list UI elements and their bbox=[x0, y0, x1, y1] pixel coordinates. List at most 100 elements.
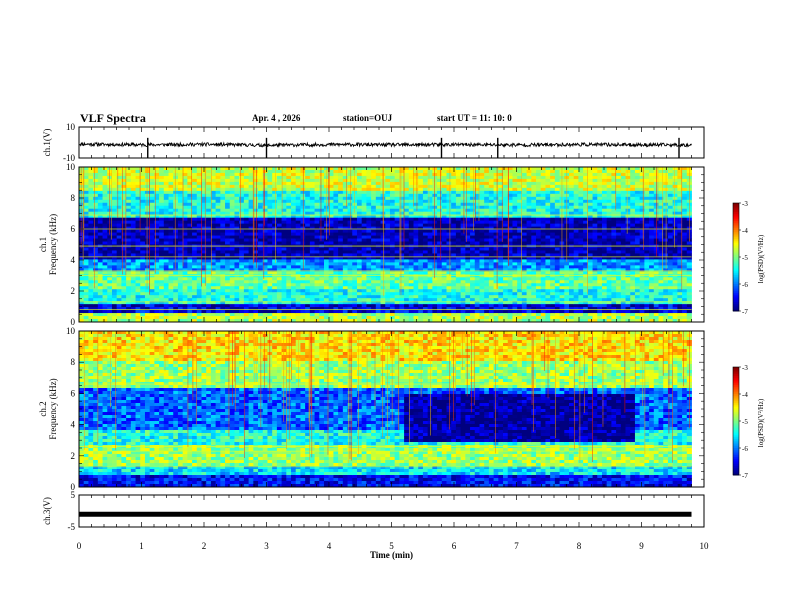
ch1-spec-cell bbox=[375, 253, 381, 257]
ch1-spec-cell bbox=[79, 283, 85, 287]
ch1-spec-cell bbox=[135, 187, 141, 192]
ch1-spec-cell bbox=[314, 250, 320, 254]
ch1-spec-cell bbox=[432, 229, 438, 233]
ch1-spec-cell bbox=[394, 274, 400, 278]
ch1-spec-cell bbox=[352, 241, 358, 245]
ch1-spec-cell bbox=[432, 292, 438, 296]
ch1-spec-cell bbox=[267, 253, 273, 257]
ch1-spec-cell bbox=[220, 223, 226, 228]
ch1-spec-cell bbox=[206, 262, 212, 266]
ch1-spec-cell bbox=[272, 214, 278, 219]
ch1-spec-cell bbox=[309, 187, 315, 192]
ch1-spec-cell bbox=[291, 268, 297, 272]
ch1-spec-cell bbox=[262, 184, 268, 189]
ch1-spec-cell bbox=[286, 253, 292, 257]
ch1-spec-cell bbox=[295, 232, 301, 236]
ch1-spec-cell bbox=[371, 250, 377, 254]
ch1-spec-cell bbox=[517, 199, 523, 204]
ch1-spec-cell bbox=[366, 304, 372, 308]
ch1-spec-cell bbox=[267, 262, 273, 266]
ch1-spec-cell bbox=[451, 301, 457, 305]
ch1-spec-cell bbox=[107, 265, 113, 269]
ch1-spec-cell bbox=[328, 283, 334, 287]
ch1-spec-cell bbox=[102, 313, 108, 317]
ch1-spec-cell bbox=[333, 167, 339, 171]
ch1-spec-cell bbox=[168, 196, 174, 201]
ch1-spec-cell bbox=[130, 268, 136, 272]
ch1-spec-cell bbox=[338, 217, 344, 222]
ch1-spec-cell bbox=[272, 298, 278, 302]
ch1-spec-cell bbox=[253, 307, 259, 311]
ch1-spec-cell bbox=[474, 181, 480, 186]
ch1-spec-cell bbox=[140, 295, 146, 299]
ch1-spec-cell bbox=[305, 223, 311, 228]
ch1-spec-cell bbox=[488, 280, 495, 284]
ch1-spec-cell bbox=[479, 286, 485, 290]
ch1-spec-cell bbox=[413, 211, 419, 216]
ch1-spec-cell bbox=[324, 310, 330, 314]
ch1-spec-cell bbox=[201, 268, 207, 272]
ch1-spec-cell bbox=[394, 169, 400, 174]
ch1-spec-cell bbox=[258, 238, 264, 242]
ch1-spec-cell bbox=[121, 313, 127, 317]
ch1-spec-cell bbox=[517, 241, 523, 245]
ch1-spec-cell bbox=[291, 316, 297, 320]
ch1-spec-cell bbox=[291, 169, 297, 174]
ch1-spec-cell bbox=[140, 265, 146, 269]
ch1-spec-cell bbox=[338, 247, 344, 251]
ch1-spec-cell bbox=[140, 238, 146, 242]
ch1-spec-cell bbox=[253, 241, 259, 245]
ch1-spec-cell bbox=[404, 226, 410, 230]
ch1-spec-cell bbox=[220, 262, 226, 266]
ch1-spec-cell bbox=[215, 190, 221, 195]
y-tick-label: 10 bbox=[66, 122, 76, 132]
ch1-spec-cell bbox=[234, 277, 240, 281]
ch1-spec-cell bbox=[144, 211, 151, 216]
ch1-spec-cell bbox=[394, 181, 400, 186]
ch1-spec-cell bbox=[389, 202, 396, 207]
ch1-spec-cell bbox=[206, 286, 212, 290]
ch1-spec-cell bbox=[253, 214, 259, 219]
ch1-spec-cell bbox=[291, 223, 297, 228]
ch1-spec-cell bbox=[93, 274, 99, 278]
ch1-spec-cell bbox=[309, 283, 315, 287]
ch1-spec-cell bbox=[234, 286, 240, 290]
ch1-spec-cell bbox=[102, 184, 108, 189]
ch1-spec-cell bbox=[192, 283, 198, 287]
ch1-spec-cell bbox=[182, 199, 188, 204]
ch1-spec-cell bbox=[309, 313, 315, 317]
ch1-spec-cell bbox=[83, 229, 89, 233]
ch1-spec-cell bbox=[144, 187, 151, 192]
ch1-spec-cell bbox=[338, 310, 344, 314]
ch1-spec-cell bbox=[451, 286, 457, 290]
ch1-spec-cell bbox=[234, 193, 240, 198]
ch1-spec-cell bbox=[258, 259, 264, 263]
ch1-spec-cell bbox=[163, 241, 169, 245]
ch1-spec-cell bbox=[413, 280, 419, 284]
ch1-spec-cell bbox=[432, 256, 438, 260]
ch1-spec-cell bbox=[149, 235, 155, 239]
ch1-spec-cell bbox=[488, 286, 495, 290]
ch1-spec-cell bbox=[135, 223, 141, 228]
ch1-spec-cell bbox=[111, 196, 118, 201]
ch1-spec-cell bbox=[267, 238, 273, 242]
ch1-spec-cell bbox=[418, 167, 424, 171]
ch1-spec-cell bbox=[455, 289, 462, 293]
ch1-spec-cell bbox=[361, 271, 367, 275]
ch1-spec-cell bbox=[258, 184, 264, 189]
ch1-spec-cell bbox=[206, 298, 212, 302]
ch1-spec-cell bbox=[140, 310, 146, 314]
ch1-spec-cell bbox=[366, 205, 372, 210]
ch1-spec-cell bbox=[243, 193, 250, 198]
ch1-spec-cell bbox=[116, 187, 122, 192]
ch1-spec-cell bbox=[484, 235, 490, 239]
ch1-spec-cell bbox=[309, 316, 315, 320]
ch1-spec-cell bbox=[333, 235, 339, 239]
ch1-spec-cell bbox=[234, 220, 240, 225]
ch1-spec-cell bbox=[389, 256, 396, 260]
ch1-spec-cell bbox=[389, 181, 396, 186]
ch1-spec-cell bbox=[342, 214, 348, 219]
ch1-spec-cell bbox=[97, 274, 103, 278]
ch1-spec-cell bbox=[126, 262, 132, 266]
ch1-spec-cell bbox=[474, 241, 480, 245]
